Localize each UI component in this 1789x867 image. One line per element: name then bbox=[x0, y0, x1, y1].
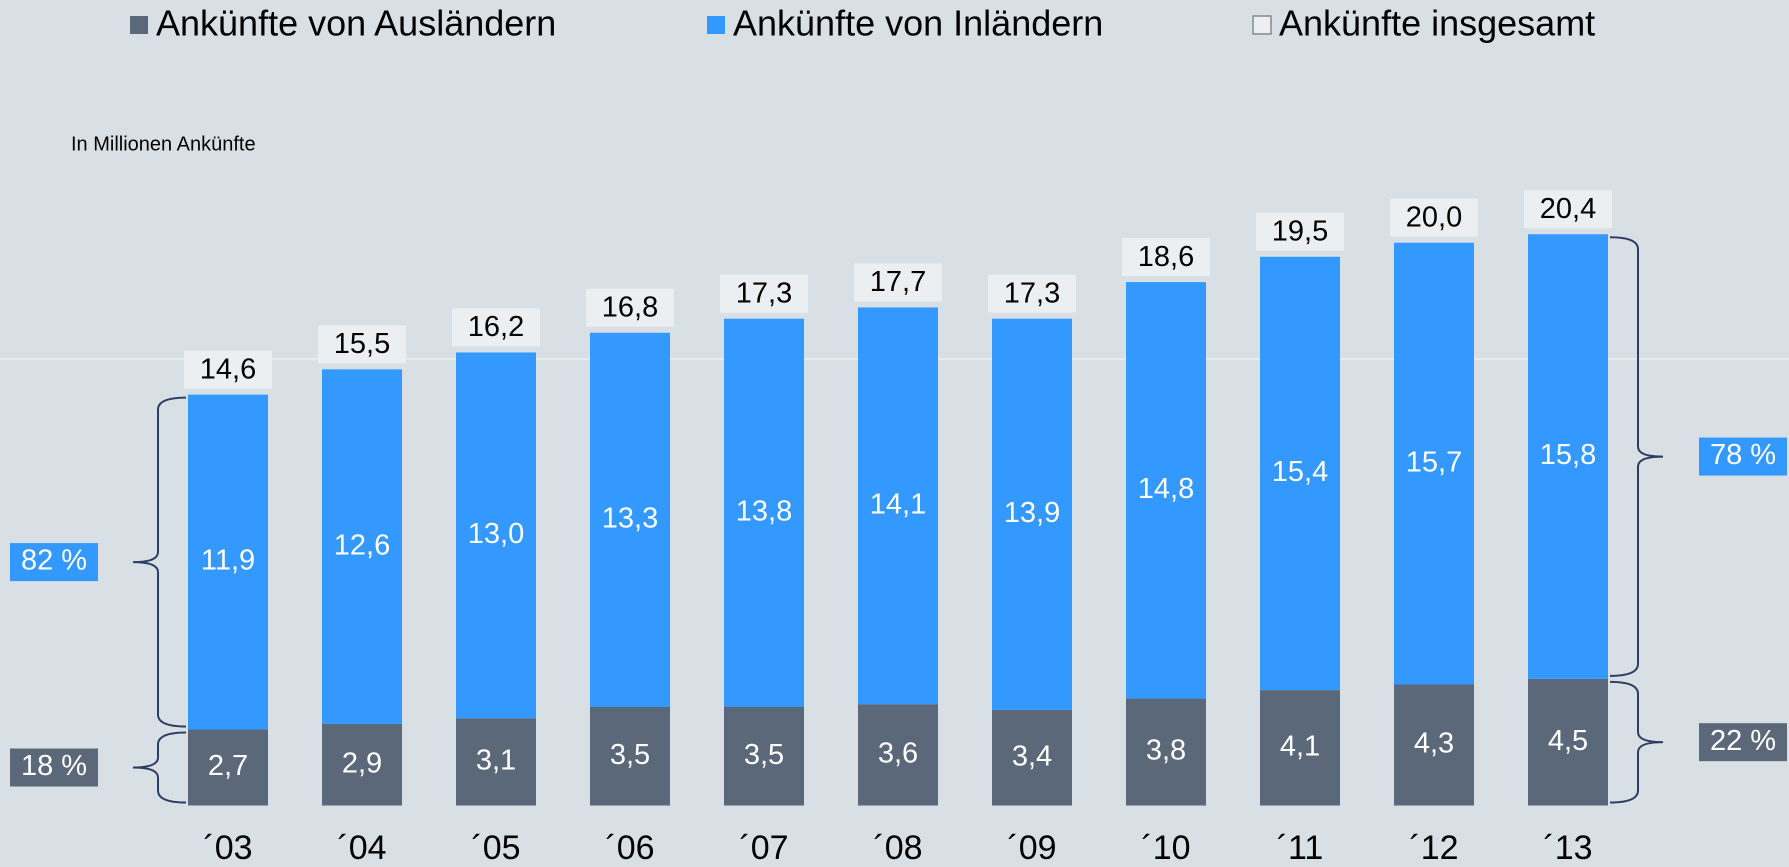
bar-segment bbox=[590, 707, 670, 806]
value-label: 3,5 bbox=[610, 739, 650, 771]
bar-segment bbox=[1126, 698, 1206, 806]
total-label-box bbox=[318, 325, 406, 364]
total-label: 17,3 bbox=[1004, 277, 1060, 309]
value-label: 15,8 bbox=[1540, 439, 1596, 471]
total-label-box bbox=[452, 308, 540, 347]
value-label: 2,9 bbox=[342, 747, 382, 779]
y-axis-label: In Millionen Ankünfte bbox=[71, 133, 256, 155]
value-label: 2,7 bbox=[208, 750, 248, 782]
value-label: 13,3 bbox=[602, 503, 658, 535]
share-box bbox=[10, 543, 98, 582]
total-label-box bbox=[1524, 190, 1612, 229]
value-label: 13,8 bbox=[736, 496, 792, 528]
value-label: 14,8 bbox=[1138, 473, 1194, 505]
bar-segment bbox=[456, 352, 536, 719]
total-label: 16,8 bbox=[602, 291, 658, 323]
bar-segment bbox=[456, 718, 536, 806]
bar-segment bbox=[1126, 282, 1206, 699]
bar-segment bbox=[724, 318, 804, 708]
value-label: 4,1 bbox=[1280, 730, 1320, 762]
share-box bbox=[1699, 723, 1787, 762]
value-label: 3,1 bbox=[476, 745, 516, 777]
x-tick-label: ´08 bbox=[873, 829, 922, 867]
legend-swatch bbox=[1252, 15, 1272, 35]
bar-segment bbox=[188, 729, 268, 806]
x-tick-label: ´05 bbox=[471, 829, 520, 867]
bar-segment bbox=[992, 709, 1072, 806]
x-tick-label: ´11 bbox=[1277, 829, 1324, 867]
value-label: 4,5 bbox=[1548, 725, 1588, 757]
bracket bbox=[132, 731, 187, 804]
legend-swatch bbox=[707, 16, 725, 34]
total-label: 20,4 bbox=[1540, 193, 1596, 225]
value-label: 15,7 bbox=[1406, 446, 1462, 478]
total-label-box bbox=[1256, 212, 1344, 251]
value-label: 3,5 bbox=[744, 739, 784, 771]
bar-segment bbox=[188, 394, 268, 730]
legend-label: Ankünfte von Inländern bbox=[733, 3, 1103, 44]
x-tick-label: ´04 bbox=[337, 829, 386, 867]
value-label: 12,6 bbox=[334, 529, 390, 561]
total-label-box bbox=[854, 263, 942, 302]
legend-swatch bbox=[130, 16, 148, 34]
total-label-box bbox=[586, 288, 674, 327]
legend-label: Ankünfte von Ausländern bbox=[156, 3, 556, 44]
total-label: 20,0 bbox=[1406, 201, 1462, 233]
x-tick-label: ´10 bbox=[1141, 829, 1190, 867]
total-label: 17,3 bbox=[736, 277, 792, 309]
value-label: 15,4 bbox=[1272, 456, 1328, 488]
bar-segment bbox=[322, 723, 402, 806]
bracket bbox=[132, 396, 187, 728]
total-label-box bbox=[1390, 198, 1478, 237]
bar-segment bbox=[858, 704, 938, 806]
bar-segment bbox=[724, 707, 804, 806]
bracket bbox=[1609, 236, 1664, 677]
total-label: 18,6 bbox=[1138, 241, 1194, 273]
bracket bbox=[1609, 680, 1664, 804]
x-tick-label: ´13 bbox=[1543, 829, 1592, 867]
share-label: 22 % bbox=[1710, 725, 1776, 757]
share-box bbox=[1699, 437, 1787, 476]
bar-segment bbox=[858, 307, 938, 705]
total-label: 15,5 bbox=[334, 328, 390, 360]
value-label: 13,9 bbox=[1004, 497, 1060, 529]
value-label: 13,0 bbox=[468, 518, 524, 550]
total-label: 17,7 bbox=[870, 266, 926, 298]
bar-segment bbox=[1528, 678, 1608, 806]
share-label: 82 % bbox=[21, 545, 87, 577]
total-label: 19,5 bbox=[1272, 215, 1328, 247]
total-label-box bbox=[720, 274, 808, 313]
total-label-box bbox=[988, 274, 1076, 313]
bar-segment bbox=[1394, 242, 1474, 685]
value-label: 11,9 bbox=[201, 545, 255, 577]
bar-segment bbox=[1260, 256, 1340, 691]
total-label: 14,6 bbox=[200, 353, 256, 385]
share-label: 18 % bbox=[21, 750, 87, 782]
share-box bbox=[10, 748, 98, 787]
total-label-box bbox=[1122, 238, 1210, 277]
bar-segment bbox=[590, 332, 670, 708]
value-label: 3,4 bbox=[1012, 740, 1052, 772]
share-label: 78 % bbox=[1710, 439, 1776, 471]
bar-segment bbox=[1260, 690, 1340, 806]
value-label: 14,1 bbox=[870, 488, 926, 520]
x-tick-label: ´09 bbox=[1007, 829, 1056, 867]
total-label-box bbox=[184, 350, 272, 389]
bar-segment bbox=[322, 369, 402, 724]
value-label: 4,3 bbox=[1414, 728, 1454, 760]
value-label: 3,8 bbox=[1146, 735, 1186, 767]
bar-segment bbox=[1528, 234, 1608, 679]
x-tick-label: ´12 bbox=[1409, 829, 1458, 867]
bar-segment bbox=[992, 318, 1072, 710]
legend-label: Ankünfte insgesamt bbox=[1279, 3, 1595, 44]
bar-segment bbox=[1394, 684, 1474, 806]
total-label: 16,2 bbox=[468, 311, 524, 343]
x-tick-label: ´03 bbox=[203, 829, 252, 867]
value-label: 3,6 bbox=[878, 738, 918, 770]
x-tick-label: ´06 bbox=[605, 829, 654, 867]
x-tick-label: ´07 bbox=[739, 829, 788, 867]
